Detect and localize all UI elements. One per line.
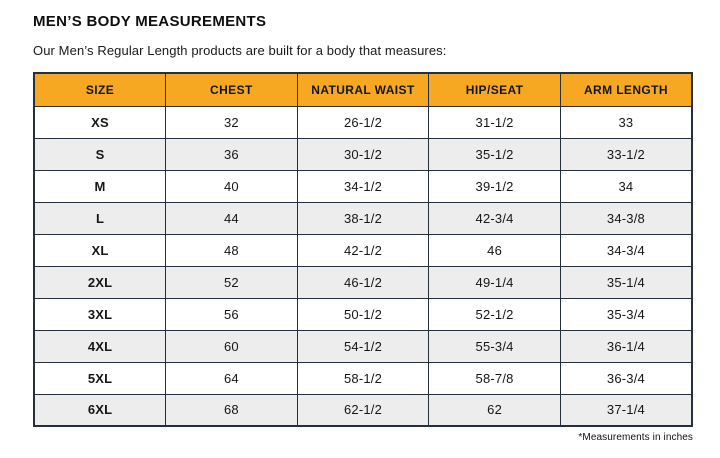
measurement-cell: 42-3/4 [428,201,561,235]
measurement-cell: 52 [165,265,298,299]
measurement-cell: 32 [165,105,298,139]
table-header-row: SIZE CHEST NATURAL WAIST HIP/SEAT ARM LENGTH [33,72,693,107]
measurement-cell: 31-1/2 [428,105,561,139]
measurement-cell: 34-3/8 [559,201,693,235]
measurement-cell: 40 [165,169,298,203]
table-row: S 36 30-1/2 35-1/2 33-1/2 [33,137,693,171]
mens-body-measurements-table: SIZE CHEST NATURAL WAIST HIP/SEAT ARM LENGTH… [33,72,693,427]
page-title: MEN’S BODY MEASUREMENTS [33,13,267,30]
measurement-cell: 55-3/4 [428,329,561,363]
measurement-cell: 46 [428,233,561,267]
measurement-cell: 36-3/4 [559,361,693,395]
table-row: XL 48 42-1/2 46 34-3/4 [33,233,693,267]
measurement-cell: 68 [165,393,298,427]
measurement-cell: 33-1/2 [559,137,693,171]
table-header: SIZE CHEST NATURAL WAIST HIP/SEAT ARM LENGTH [33,72,693,107]
measurement-cell: 35-1/4 [559,265,693,299]
measurements-footnote: *Measurements in inches [578,432,693,443]
size-cell: XS [33,105,167,139]
size-cell: 3XL [33,297,167,331]
measurement-cell: 44 [165,201,298,235]
size-cell: XL [33,233,167,267]
measurement-cell: 56 [165,297,298,331]
measurement-cell: 36 [165,137,298,171]
table-row: 5XL 64 58-1/2 58-7/8 36-3/4 [33,361,693,395]
column-header: ARM LENGTH [559,72,693,107]
table-row: M 40 34-1/2 39-1/2 34 [33,169,693,203]
table-row: 6XL 68 62-1/2 62 37-1/4 [33,393,693,427]
size-cell: 5XL [33,361,167,395]
page-subtitle: Our Men’s Regular Length products are bu… [33,43,447,58]
measurement-cell: 36-1/4 [559,329,693,363]
measurement-cell: 52-1/2 [428,297,561,331]
size-cell: 2XL [33,265,167,299]
measurement-cell: 49-1/4 [428,265,561,299]
size-cell: 4XL [33,329,167,363]
measurement-cell: 33 [559,105,693,139]
size-cell: 6XL [33,393,167,427]
measurement-cell: 35-3/4 [559,297,693,331]
measurement-cell: 58-7/8 [428,361,561,395]
measurement-cell: 37-1/4 [559,393,693,427]
measurement-cell: 39-1/2 [428,169,561,203]
measurement-cell: 50-1/2 [296,297,430,331]
size-cell: S [33,137,167,171]
measurement-cell: 34-3/4 [559,233,693,267]
column-header: HIP/SEAT [428,72,561,107]
measurement-cell: 48 [165,233,298,267]
measurement-cell: 26-1/2 [296,105,430,139]
column-header: SIZE [33,72,167,107]
measurement-cell: 38-1/2 [296,201,430,235]
measurement-cell: 46-1/2 [296,265,430,299]
table-row: XS 32 26-1/2 31-1/2 33 [33,105,693,139]
column-header: NATURAL WAIST [296,72,430,107]
measurement-cell: 60 [165,329,298,363]
measurement-cell: 34-1/2 [296,169,430,203]
measurement-cell: 58-1/2 [296,361,430,395]
size-cell: L [33,201,167,235]
table-row: 4XL 60 54-1/2 55-3/4 36-1/4 [33,329,693,363]
measurement-cell: 34 [559,169,693,203]
table-row: 2XL 52 46-1/2 49-1/4 35-1/4 [33,265,693,299]
measurement-cell: 30-1/2 [296,137,430,171]
column-header: CHEST [165,72,298,107]
measurement-cell: 35-1/2 [428,137,561,171]
table-row: 3XL 56 50-1/2 52-1/2 35-3/4 [33,297,693,331]
measurement-cell: 42-1/2 [296,233,430,267]
measurement-cell: 64 [165,361,298,395]
measurement-cell: 62-1/2 [296,393,430,427]
table-row: L 44 38-1/2 42-3/4 34-3/8 [33,201,693,235]
table-body: XS 32 26-1/2 31-1/2 33 S 36 30-1/2 35-1/2 33-1/2 M… [33,105,693,427]
measurement-cell: 62 [428,393,561,427]
size-cell: M [33,169,167,203]
measurement-cell: 54-1/2 [296,329,430,363]
